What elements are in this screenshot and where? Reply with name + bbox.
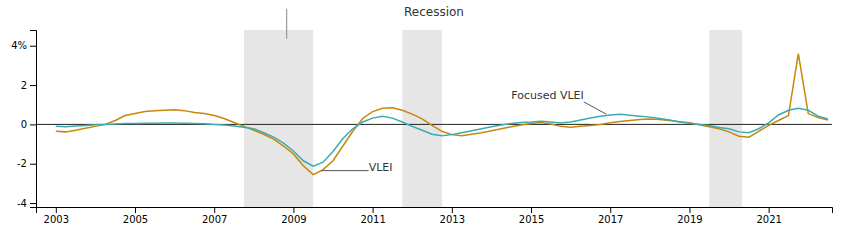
- annotation-connector: [584, 102, 607, 114]
- y-axis: -4 -2 0 2 4%: [11, 31, 36, 209]
- chart: 2003 2005 2007 2009 2011 2013 2015 2017 2019 2021…: [0, 0, 856, 231]
- x-axis-line: [37, 208, 833, 214]
- series-line: [56, 54, 828, 175]
- y-tick: -4: [17, 198, 36, 209]
- annotation-label: Focused VLEI: [511, 89, 584, 102]
- x-tick-mark: [214, 207, 215, 213]
- x-tick-label: 2005: [123, 214, 148, 225]
- y-tick: 0: [21, 119, 36, 130]
- plot-area: [36, 30, 832, 207]
- x-tick: 2007: [202, 207, 227, 225]
- x-tick: 2021: [756, 207, 781, 225]
- y-tick-label: 2: [21, 80, 27, 91]
- annotation-connector: [321, 170, 369, 171]
- title-line: [286, 9, 287, 39]
- x-tick-label: 2017: [598, 214, 623, 225]
- x-tick-label: 2009: [281, 214, 306, 225]
- recession-band: [709, 30, 742, 207]
- x-tick-mark: [56, 207, 57, 213]
- x-tick: 2015: [519, 207, 544, 225]
- y-tick: 4%: [11, 40, 36, 51]
- x-tick-mark: [293, 207, 294, 213]
- x-tick-mark: [610, 207, 611, 213]
- x-tick: 2005: [123, 207, 148, 225]
- recession-band: [244, 30, 313, 207]
- y-axis-line: [30, 31, 37, 208]
- y-tick-mark: [30, 85, 36, 86]
- x-tick: 2011: [360, 207, 385, 225]
- x-tick-mark: [769, 207, 770, 213]
- y-tick-mark: [30, 164, 36, 165]
- y-tick-label: -4: [17, 198, 27, 209]
- y-tick-mark: [30, 46, 36, 47]
- annotations: VLEI Focused VLEI: [321, 89, 606, 174]
- x-tick-mark: [452, 207, 453, 213]
- y-tick-mark: [30, 124, 36, 125]
- y-tick: -2: [17, 158, 36, 169]
- series-line: [56, 108, 828, 166]
- x-tick: 2017: [598, 207, 623, 225]
- x-tick: 2013: [440, 207, 465, 225]
- x-tick-mark: [531, 207, 532, 213]
- x-tick-label: 2003: [44, 214, 69, 225]
- x-tick-label: 2015: [519, 214, 544, 225]
- x-tick-label: 2021: [756, 214, 781, 225]
- y-tick-label: 0: [21, 119, 27, 130]
- x-tick-mark: [373, 207, 374, 213]
- y-tick-label: -2: [17, 158, 27, 169]
- title: Recession: [404, 5, 464, 19]
- x-tick: 2019: [677, 207, 702, 225]
- y-tick-label: 4%: [11, 40, 27, 51]
- x-tick-mark: [135, 207, 136, 213]
- x-tick-label: 2019: [677, 214, 702, 225]
- annotation-label: VLEI: [369, 161, 393, 174]
- y-tick: 2: [21, 80, 36, 91]
- x-tick-mark: [689, 207, 690, 213]
- y-tick-mark: [30, 203, 36, 204]
- x-tick-label: 2007: [202, 214, 227, 225]
- zero-line: [36, 124, 832, 125]
- x-axis: 2003 2005 2007 2009 2011 2013 2015 2017 2019 2021: [37, 207, 833, 225]
- x-tick: 2003: [44, 207, 69, 225]
- x-tick: 2009: [281, 207, 306, 225]
- x-tick-label: 2011: [360, 214, 385, 225]
- x-tick-label: 2013: [440, 214, 465, 225]
